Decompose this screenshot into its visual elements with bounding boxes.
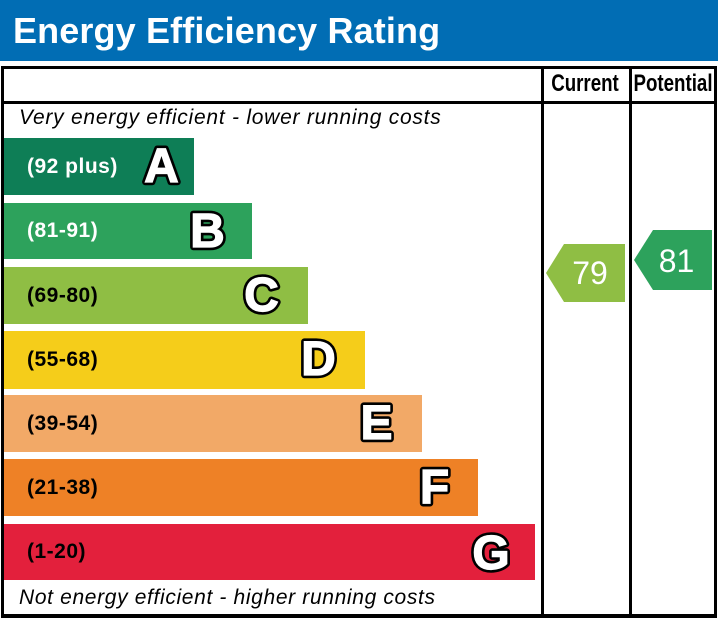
svg-text:G: G xyxy=(472,527,509,580)
svg-text:F: F xyxy=(420,461,449,514)
svg-text:D: D xyxy=(301,333,336,386)
svg-text:A: A xyxy=(144,140,179,193)
svg-text:C: C xyxy=(244,269,279,322)
svg-text:D: D xyxy=(301,333,336,386)
svg-text:B: B xyxy=(190,205,225,258)
svg-text:79: 79 xyxy=(572,255,608,291)
svg-text:E: E xyxy=(360,397,392,450)
svg-text:81: 81 xyxy=(659,243,695,279)
svg-text:B: B xyxy=(190,205,225,258)
svg-text:A: A xyxy=(144,140,179,193)
svg-text:F: F xyxy=(420,461,449,514)
svg-text:C: C xyxy=(244,269,279,322)
svg-text:E: E xyxy=(360,397,392,450)
svg-text:G: G xyxy=(472,527,509,580)
